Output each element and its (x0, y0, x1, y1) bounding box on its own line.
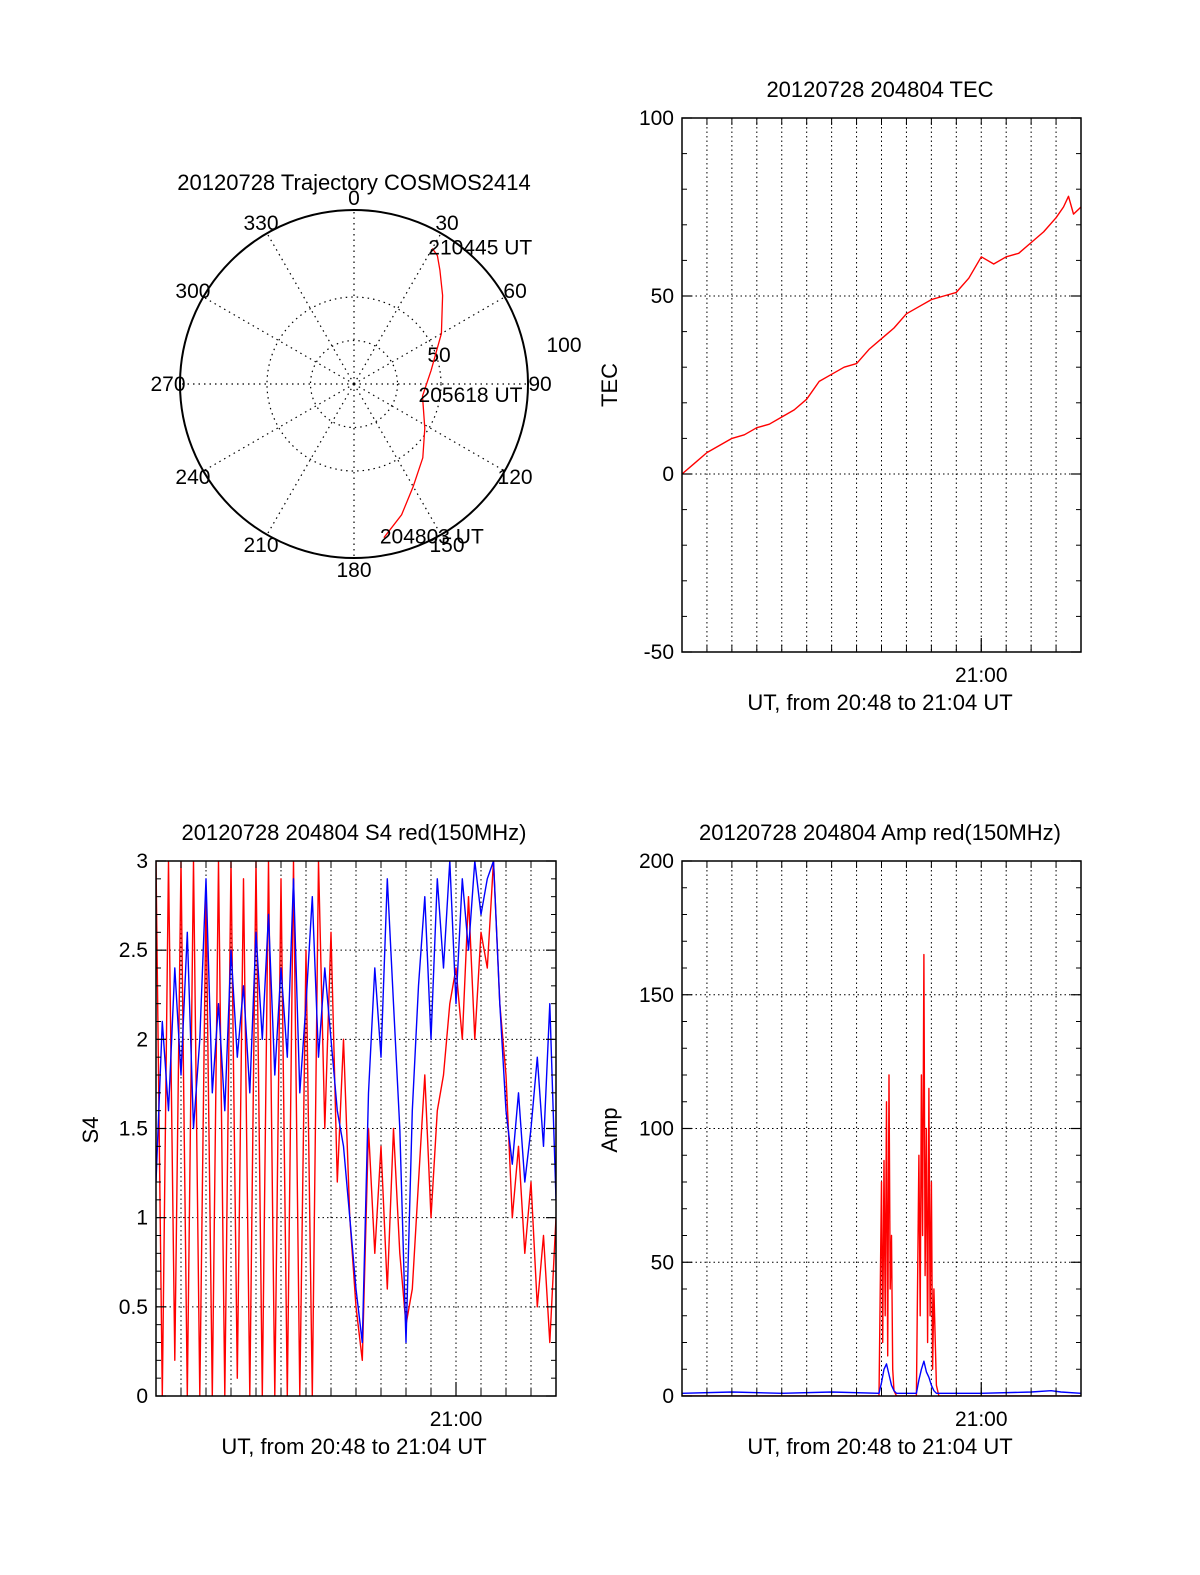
y-tick-label: 1 (136, 1207, 148, 1230)
y-tick-label: 50 (651, 285, 674, 308)
trajectory-time-annotation: 204803 UT (380, 526, 484, 549)
series-line (682, 195, 1081, 475)
polar-outer-ring (179, 209, 529, 559)
chart-title: 20120728 204804 TEC (766, 77, 993, 102)
polar-angle-label: 0 (348, 187, 360, 210)
trajectory-polar-chart: 20120728 Trajectory COSMOS2414 0 30 60 90 12… (150, 170, 581, 582)
y-tick-label: 3 (136, 850, 148, 873)
polar-grid-spoke (353, 383, 505, 472)
y-tick-label: 0 (662, 463, 674, 486)
polar-grid-spoke (353, 233, 442, 385)
polar-angle-label: 300 (175, 280, 210, 303)
polar-angle-label: 150 (429, 534, 464, 557)
chart-title: 20120728 204804 S4 red(150MHz) (182, 820, 527, 845)
polar-angle-label: 210 (243, 534, 278, 557)
amp-chart: 20120728 204804 Amp red(150MHz) UT, from… (597, 820, 1082, 1459)
polar-radial-label: 50 (427, 344, 450, 367)
x-tick-label: 21:00 (955, 664, 1008, 687)
polar-grid-spoke (266, 233, 355, 385)
series-line (682, 1360, 1081, 1395)
y-tick-label: 50 (651, 1251, 674, 1274)
x-tick-label: 21:00 (955, 1408, 1008, 1431)
chart-title: 20120728 204804 Amp red(150MHz) (699, 820, 1061, 845)
y-tick-label: 200 (639, 850, 674, 873)
tec-chart: 20120728 204804 TEC UT, from 20:48 to 21… (597, 77, 1082, 715)
polar-angle-label: 30 (435, 212, 458, 235)
polar-grid-spoke (353, 296, 505, 385)
polar-grid-spoke (203, 296, 355, 385)
polar-grid-circle (309, 339, 399, 429)
series-group (682, 195, 1081, 475)
polar-grid-spoke (353, 383, 442, 535)
x-axis-label: UT, from 20:48 to 21:04 UT (221, 1434, 486, 1459)
series-group (682, 953, 1081, 1396)
y-axis-label: Amp (597, 1107, 622, 1152)
series-line (682, 953, 1081, 1396)
trajectory-time-annotation: 210445 UT (428, 236, 532, 259)
trajectory-line (383, 248, 444, 539)
x-axis-label: UT, from 20:48 to 21:04 UT (747, 1434, 1012, 1459)
polar-angle-label: 60 (503, 280, 526, 303)
series-group (156, 861, 556, 1396)
s4-chart: 20120728 204804 S4 red(150MHz) UT, from … (78, 820, 557, 1459)
polar-grid-circle (266, 296, 442, 472)
y-tick-label: 0 (136, 1385, 148, 1408)
y-tick-label: 0.5 (119, 1296, 148, 1319)
polar-grid-spoke (203, 383, 355, 472)
y-tick-label: 0 (662, 1385, 674, 1408)
y-tick-label: 150 (639, 984, 674, 1007)
polar-angle-label: 180 (336, 559, 371, 582)
y-tick-label: 100 (639, 107, 674, 130)
polar-angle-label: 330 (243, 212, 278, 235)
series-line (156, 861, 556, 1396)
y-tick-label: -50 (644, 641, 674, 664)
polar-angle-label: 270 (150, 373, 185, 396)
polar-angle-label: 90 (528, 373, 551, 396)
polar-angle-label: 120 (498, 466, 533, 489)
y-tick-label: 2.5 (119, 939, 148, 962)
polar-radial-label: 100 (546, 334, 581, 357)
polar-angle-label: 240 (175, 466, 210, 489)
y-tick-label: 1.5 (119, 1118, 148, 1141)
trajectory-time-annotation: 205618 UT (419, 384, 523, 407)
x-tick-label: 21:00 (430, 1408, 483, 1431)
series-line (156, 861, 556, 1344)
y-axis-label: TEC (597, 363, 622, 407)
y-tick-label: 100 (639, 1118, 674, 1141)
chart-title: 20120728 Trajectory COSMOS2414 (177, 170, 530, 195)
y-tick-label: 2 (136, 1028, 148, 1051)
x-axis-label: UT, from 20:48 to 21:04 UT (747, 690, 1012, 715)
polar-grid-spoke (266, 383, 355, 535)
y-axis-label: S4 (78, 1117, 103, 1144)
